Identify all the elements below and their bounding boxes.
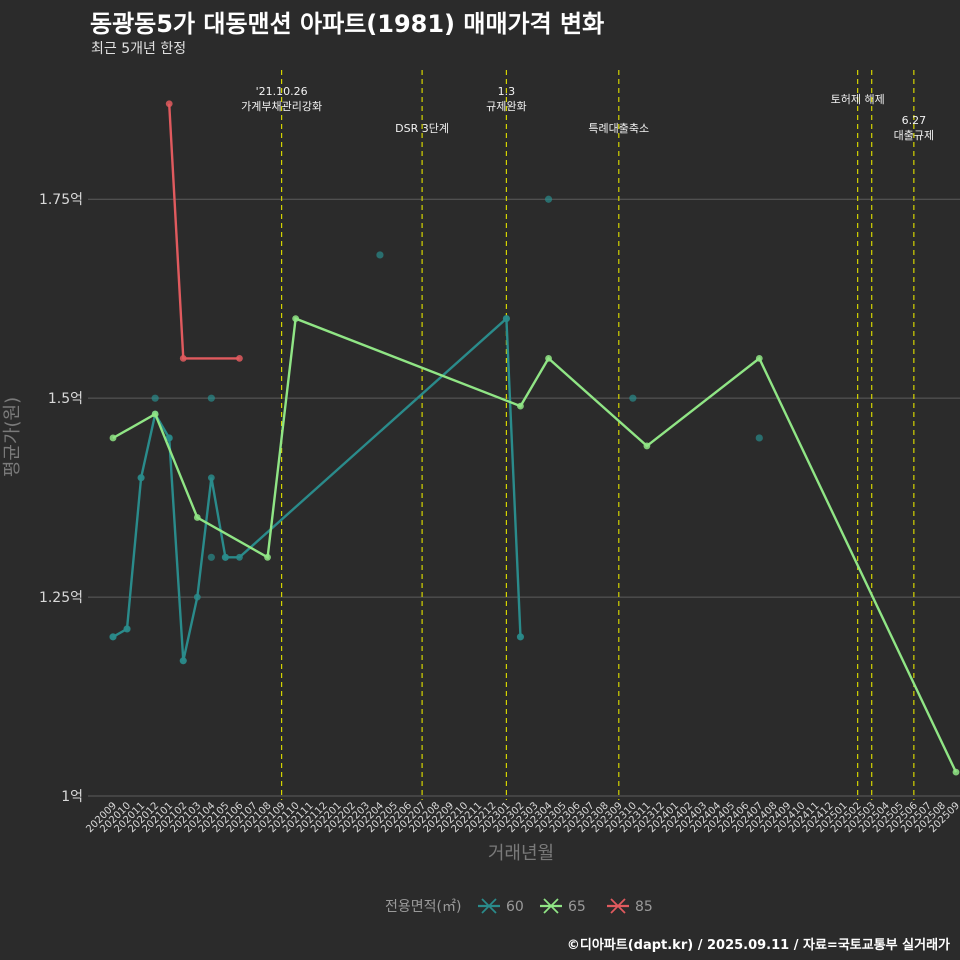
series-60-point — [376, 251, 384, 259]
series-60-marker — [517, 633, 524, 641]
series-65-line — [112, 316, 958, 773]
series-65-marker — [545, 354, 552, 362]
series-65-marker — [517, 402, 524, 410]
series-60-marker — [165, 434, 173, 442]
event-label: 6.27 — [902, 114, 927, 127]
y-axis-title: 평균가(원) — [2, 397, 23, 477]
legend-key-85 — [607, 898, 629, 914]
legend-key-65 — [540, 898, 562, 914]
series-65-marker — [193, 514, 201, 521]
series-60-point — [207, 553, 215, 561]
series-60-point — [755, 434, 763, 442]
series-60-marker — [207, 474, 215, 482]
axes: 1억1.25억1.5억1.75억202009202010202011202012… — [2, 192, 960, 864]
data-series — [109, 100, 960, 776]
legend-label-85: 85 — [635, 899, 653, 915]
series-65-marker — [643, 442, 651, 450]
series-85-marker — [236, 354, 243, 362]
y-tick-label: 1.25억 — [39, 590, 83, 606]
series-85-marker — [165, 100, 173, 108]
series-60-point — [207, 394, 215, 402]
event-label: '21.10.26 — [256, 85, 308, 98]
series-65-marker — [292, 315, 300, 323]
series-60-point — [629, 394, 637, 402]
y-tick-label: 1.5억 — [48, 391, 83, 407]
x-axis-title: 거래년월 — [488, 843, 554, 864]
event-label: 대출규제 — [894, 129, 934, 142]
legend: 전용면적(㎡) 60 65 85 — [385, 898, 653, 915]
event-label: 규제완화 — [486, 100, 526, 113]
series-60-line — [112, 316, 522, 662]
y-tick-label: 1억 — [61, 789, 83, 805]
y-tick-label: 1.75억 — [39, 192, 83, 208]
series-60-marker — [137, 474, 145, 482]
gridlines — [88, 198, 960, 797]
series-65-marker — [109, 434, 117, 442]
event-label: 특례대출축소 — [588, 122, 649, 135]
series-60-point — [151, 394, 159, 402]
legend-key-60 — [478, 898, 500, 914]
event-label: 가계부채관리강화 — [241, 100, 322, 113]
series-60-marker — [193, 593, 201, 601]
legend-label-65: 65 — [568, 899, 586, 915]
event-label: 1.3 — [498, 85, 516, 98]
series-60-marker — [179, 657, 187, 665]
series-65-marker — [952, 768, 960, 776]
event-label: DSR 3단계 — [395, 122, 449, 135]
series-65-marker — [264, 553, 271, 561]
series-65-marker — [755, 354, 763, 362]
source-caption: ©디아파트(dapt.kr) / 2025.09.11 / 자료=국토교통부 실… — [566, 938, 950, 953]
series-60-marker — [236, 553, 243, 561]
chart-title: 동광동5가 대동맨션 아파트(1981) 매매가격 변화 — [90, 10, 605, 38]
series-85-marker — [179, 354, 187, 362]
series-60-point — [544, 195, 553, 203]
series-60-marker — [109, 633, 117, 641]
series-65-marker — [151, 410, 159, 418]
chart-subtitle: 최근 5개년 한정 — [91, 41, 187, 57]
series-60-marker — [503, 315, 510, 323]
legend-label-60: 60 — [506, 899, 524, 915]
series-85-line — [168, 103, 240, 360]
legend-title: 전용면적(㎡) — [385, 899, 461, 915]
series-60-marker — [123, 625, 131, 633]
event-label: 토허제 해제 — [831, 92, 885, 106]
series-60-marker — [222, 553, 229, 561]
